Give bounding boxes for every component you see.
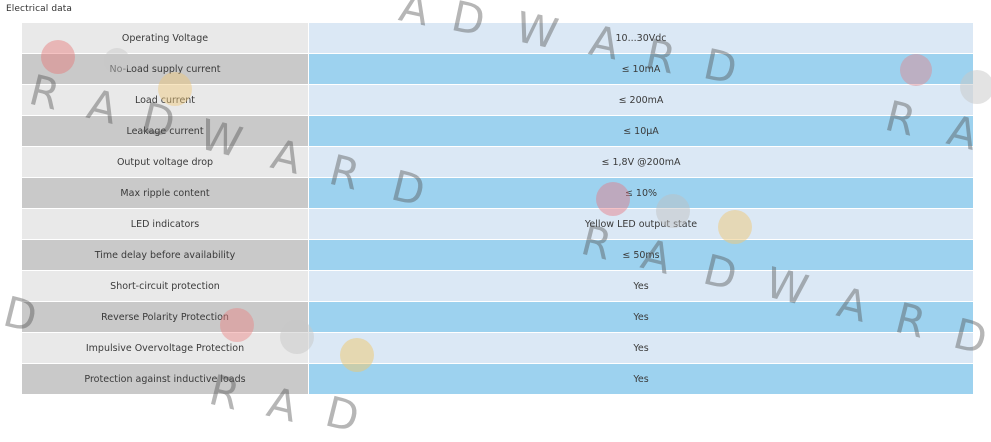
table-row: Protection against inductive loads Yes	[22, 363, 973, 395]
section-title: Electrical data	[6, 4, 72, 14]
table-row: Max ripple content ≤ 10%	[22, 177, 973, 209]
row-label: Max ripple content	[22, 177, 309, 209]
electrical-data-table: Operating Voltage 10...30Vdc No-Load sup…	[22, 23, 973, 395]
table-row: Output voltage drop ≤ 1,8V @200mA	[22, 146, 973, 178]
row-label: Short-circuit protection	[22, 270, 309, 302]
row-value: ≤ 50ms	[308, 239, 973, 271]
row-label: Output voltage drop	[22, 146, 309, 178]
table-row: Short-circuit protection Yes	[22, 270, 973, 302]
table-row: No-Load supply current ≤ 10mA	[22, 53, 973, 85]
table-row: Load current ≤ 200mA	[22, 84, 973, 116]
row-value: 10...30Vdc	[308, 23, 973, 54]
row-label: LED indicators	[22, 208, 309, 240]
table-row: Time delay before availability ≤ 50ms	[22, 239, 973, 271]
row-label: Time delay before availability	[22, 239, 309, 271]
row-label: Reverse Polarity Protection	[22, 301, 309, 333]
table-row: Leakage current ≤ 10µA	[22, 115, 973, 147]
row-label: Impulsive Overvoltage Protection	[22, 332, 309, 364]
table-row: Operating Voltage 10...30Vdc	[22, 23, 973, 54]
row-value: ≤ 1,8V @200mA	[308, 146, 973, 178]
table-row: LED indicators Yellow LED output state	[22, 208, 973, 240]
row-value: Yes	[308, 270, 973, 302]
row-value: ≤ 10mA	[308, 53, 973, 85]
row-value: Yes	[308, 301, 973, 333]
row-label: Leakage current	[22, 115, 309, 147]
row-value: ≤ 200mA	[308, 84, 973, 116]
table-row: Impulsive Overvoltage Protection Yes	[22, 332, 973, 364]
row-label: Protection against inductive loads	[22, 363, 309, 395]
watermark-letter: D	[320, 386, 364, 442]
row-value: Yes	[308, 332, 973, 364]
table-row: Reverse Polarity Protection Yes	[22, 301, 973, 333]
row-label: Operating Voltage	[22, 23, 309, 54]
row-label: No-Load supply current	[22, 53, 309, 85]
row-value: ≤ 10%	[308, 177, 973, 209]
row-value: Yes	[308, 363, 973, 395]
row-value: Yellow LED output state	[308, 208, 973, 240]
row-value: ≤ 10µA	[308, 115, 973, 147]
row-label: Load current	[22, 84, 309, 116]
